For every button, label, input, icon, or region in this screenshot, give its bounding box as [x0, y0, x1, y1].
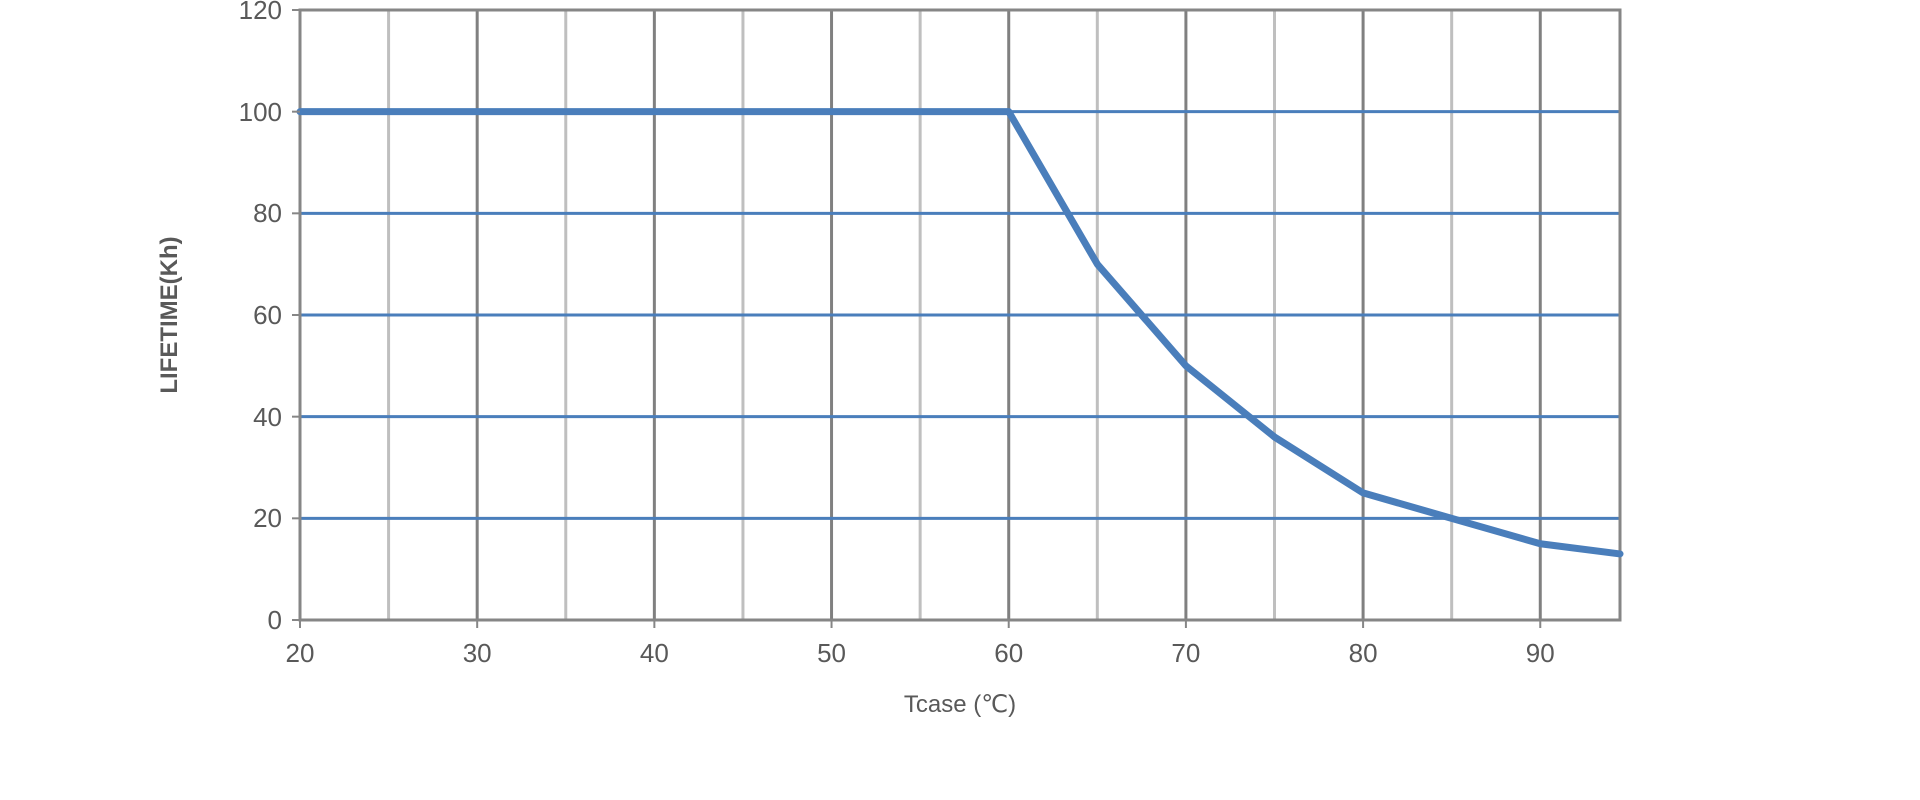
x-tick-label: 50 — [807, 638, 857, 669]
y-tick-label: 60 — [253, 300, 282, 331]
chart-svg — [0, 0, 1920, 800]
x-tick-label: 80 — [1338, 638, 1388, 669]
y-tick-label: 0 — [268, 605, 282, 636]
x-tick-label: 60 — [984, 638, 1034, 669]
series-line — [300, 112, 1620, 554]
y-tick-label: 40 — [253, 402, 282, 433]
y-tick-label: 20 — [253, 503, 282, 534]
x-tick-label: 90 — [1515, 638, 1565, 669]
y-tick-label: 120 — [239, 0, 282, 26]
y-tick-label: 80 — [253, 198, 282, 229]
x-tick-label: 30 — [452, 638, 502, 669]
x-tick-label: 20 — [275, 638, 325, 669]
x-tick-label: 70 — [1161, 638, 1211, 669]
lifetime-vs-tcase-chart: LIFETIME(Kh) Tcase (℃) 02040608010012020… — [0, 0, 1920, 800]
x-tick-label: 40 — [629, 638, 679, 669]
y-tick-label: 100 — [239, 97, 282, 128]
y-axis-label: LIFETIME(Kh) — [156, 236, 184, 393]
x-axis-label: Tcase (℃) — [904, 690, 1016, 719]
